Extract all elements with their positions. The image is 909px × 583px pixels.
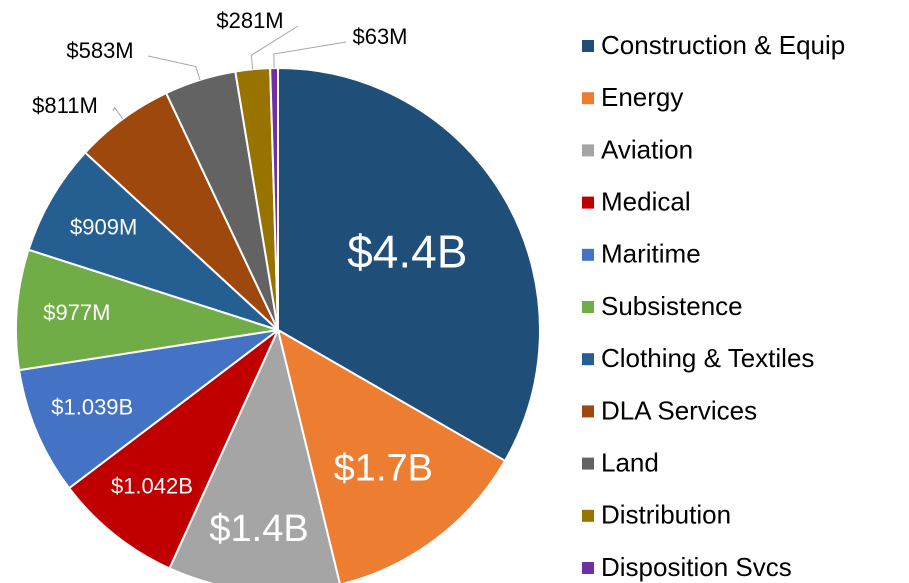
data-label: $909M [70,214,137,239]
legend-swatch [582,248,594,261]
legend-swatch [582,457,594,470]
legend-label: Land [601,447,659,477]
data-label: $281M [216,8,283,33]
pie-slice [17,329,279,490]
leader-line [273,41,347,69]
legend-label: DLA Services [601,395,757,425]
legend-swatch [582,509,594,522]
pie-slice [168,326,341,583]
legend-swatch [582,40,594,52]
legend-label: Construction & Equip [601,30,845,60]
legend-swatch [582,405,594,418]
data-label: $1.039B [51,395,133,420]
leader-line [147,55,201,81]
data-label: $977M [43,300,110,325]
pie-slice [276,327,507,583]
pie-slice [67,329,279,570]
data-label: $583M [66,38,133,63]
leader-line [250,25,299,70]
legend-label: Subsistence [601,291,743,321]
legend-swatch [582,562,594,574]
pie-slice [15,248,279,372]
legend-swatch [582,353,594,366]
pie-slice [27,151,279,331]
legend-swatch [582,144,594,157]
data-label: $1.4B [209,508,308,550]
pie-slice [277,66,541,463]
legend-swatch [582,301,594,313]
data-label: $63M [352,24,407,49]
legend-label: Maritime [601,239,701,269]
legend-label: Disposition Svcs [601,552,792,582]
legend-label: Aviation [601,134,693,164]
data-label: $1.7B [334,447,433,489]
legend-label: Distribution [601,500,731,530]
legend-label: Energy [601,82,683,112]
data-label: $1.042B [111,473,193,498]
legend-label: Medical [601,186,691,216]
data-label: $4.4B [347,225,467,277]
legend-label: Clothing & Textiles [601,343,814,373]
data-label: $811M [32,93,98,118]
leader-line [112,106,124,120]
legend-swatch [582,92,594,105]
legend-swatch [582,196,594,209]
